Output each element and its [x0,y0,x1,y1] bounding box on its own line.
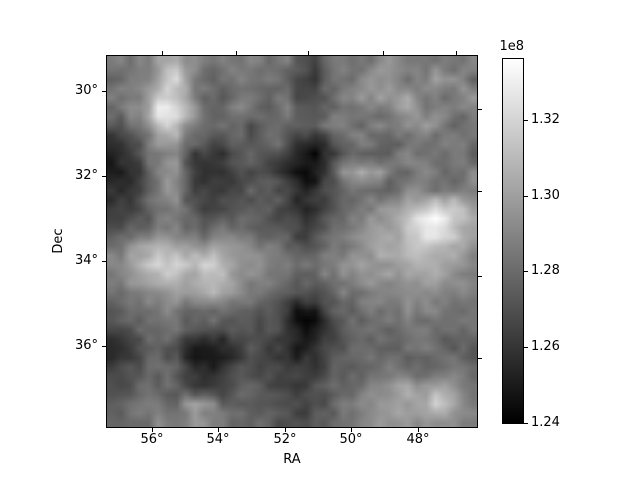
x-axis-top-tick [383,51,384,55]
x-axis-tick [285,428,286,432]
colorbar [502,58,524,424]
colorbar-tick [524,271,528,272]
y-axis-tick-label: 30° [74,83,98,98]
colorbar-tick-label: 1.28 [531,263,560,278]
x-axis-tick-label: 48° [406,432,430,447]
colorbar-tick-label: 1.32 [531,112,560,127]
x-axis-top-tick [162,51,163,55]
y-axis-tick-label: 34° [74,253,98,268]
y-axis-tick [102,91,106,92]
colorbar-offset-label: 1e8 [499,39,524,54]
colorbar-tick [524,120,528,121]
colorbar-gradient [503,59,523,423]
colorbar-tick [524,196,528,197]
colorbar-tick [524,347,528,348]
y-axis-right-tick [478,109,482,110]
x-axis-label: RA [283,452,301,467]
y-axis-tick-label: 36° [74,338,98,353]
colorbar-tick-label: 1.30 [531,188,560,203]
heatmap-axes [106,55,478,428]
x-axis-top-tick [456,51,457,55]
y-axis-right-tick [478,191,482,192]
colorbar-tick [524,423,528,424]
heatmap-image [107,56,477,427]
x-axis-tick [418,428,419,432]
y-axis-tick [102,176,106,177]
y-axis-right-tick [478,276,482,277]
y-axis-tick-label: 32° [74,168,98,183]
x-axis-tick [218,428,219,432]
x-axis-tick-label: 54° [206,432,230,447]
x-axis-tick [351,428,352,432]
x-axis-tick-label: 56° [140,432,164,447]
x-axis-tick-label: 50° [339,432,363,447]
y-axis-tick [102,346,106,347]
y-axis-tick [102,261,106,262]
x-axis-tick-label: 52° [273,432,297,447]
colorbar-tick-label: 1.24 [531,415,560,430]
x-axis-top-tick [308,51,309,55]
colorbar-tick-label: 1.26 [531,339,560,354]
x-axis-tick [152,428,153,432]
y-axis-right-tick [478,358,482,359]
x-axis-top-tick [236,51,237,55]
